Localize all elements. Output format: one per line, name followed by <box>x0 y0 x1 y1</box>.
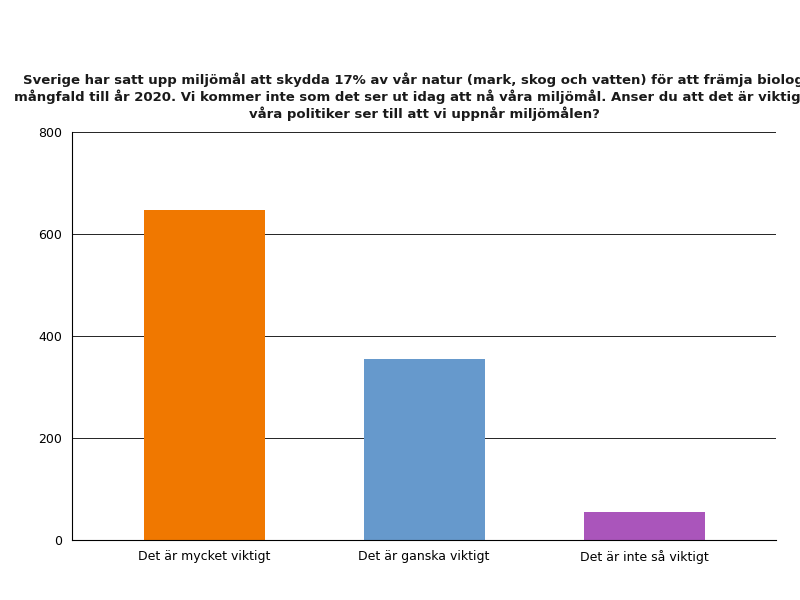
Bar <box>363 359 485 540</box>
Title: Sverige har satt upp miljömål att skydda 17% av vår natur (mark, skog och vatten: Sverige har satt upp miljömål att skydda… <box>14 73 800 121</box>
Bar <box>583 512 705 540</box>
Bar <box>143 209 265 540</box>
